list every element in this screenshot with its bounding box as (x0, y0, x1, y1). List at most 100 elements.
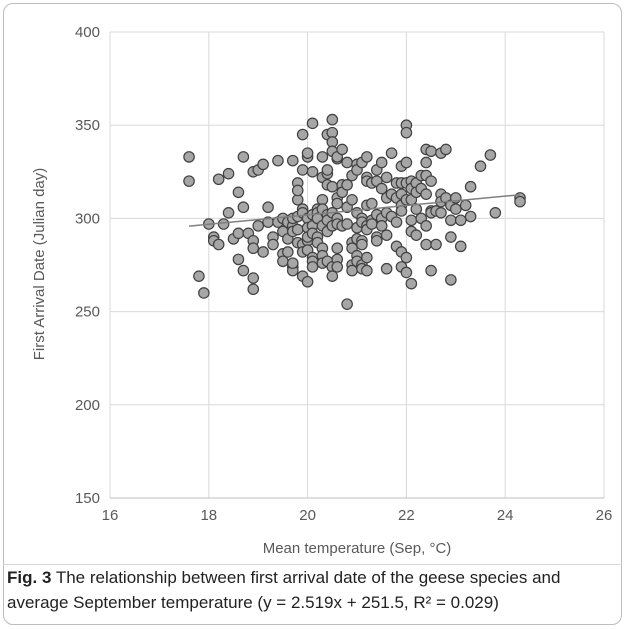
data-point-115 (331, 242, 344, 255)
y-tick-350: 350 (75, 117, 100, 134)
data-point-217 (425, 264, 437, 277)
x-tick-22: 22 (398, 507, 415, 524)
data-point-210 (420, 188, 432, 200)
data-point-60 (296, 164, 309, 176)
data-point-18 (237, 264, 250, 277)
y-tick-300: 300 (75, 210, 100, 227)
data-point-188 (400, 126, 413, 139)
data-point-41 (282, 246, 294, 258)
data-point-25 (252, 220, 265, 232)
data-point-123 (341, 179, 353, 191)
data-point-32 (267, 238, 279, 251)
data-point-184 (395, 205, 408, 217)
data-point-158 (366, 218, 378, 230)
data-point-128 (346, 193, 358, 206)
data-point-154 (361, 264, 373, 277)
data-point-237 (474, 160, 487, 173)
data-point-2 (193, 270, 205, 282)
data-point-53 (291, 223, 304, 236)
data-point-212 (420, 238, 432, 251)
data-point-17 (237, 201, 250, 214)
data-point-189 (400, 156, 413, 169)
data-point-229 (445, 274, 457, 286)
data-point-171 (380, 229, 393, 241)
data-point-13 (232, 253, 245, 266)
data-point-10 (222, 207, 235, 219)
data-point-227 (445, 214, 457, 227)
data-point-224 (440, 143, 452, 156)
data-point-219 (430, 238, 442, 251)
data-point-33 (272, 154, 284, 167)
data-point-0 (183, 151, 195, 163)
data-point-118 (336, 143, 348, 156)
caption-divider (3, 564, 622, 565)
data-point-122 (341, 156, 353, 169)
data-point-23 (247, 272, 260, 284)
data-point-21 (247, 242, 260, 255)
data-point-104 (326, 180, 339, 193)
data-point-168 (380, 171, 393, 184)
data-point-232 (454, 214, 467, 227)
data-point-61 (296, 128, 309, 141)
data-point-153 (361, 251, 373, 264)
data-point-203 (410, 229, 423, 241)
figure-caption: Fig. 3 The relationship between first ar… (7, 565, 619, 615)
x-tick-18: 18 (200, 507, 217, 524)
tick-labels: 150 200 250 300 350 400 16 18 20 22 24 26 (75, 24, 612, 524)
y-tick-200: 200 (75, 397, 100, 414)
data-point-132 (346, 264, 358, 277)
data-point-235 (464, 180, 477, 193)
data-point-54 (291, 184, 304, 197)
data-point-70 (306, 117, 319, 130)
data-point-231 (449, 203, 462, 215)
data-point-241 (514, 195, 526, 208)
y-tick-150: 150 (75, 490, 100, 507)
data-point-108 (326, 270, 339, 282)
x-tick-26: 26 (596, 507, 613, 524)
data-point-233 (454, 240, 467, 253)
data-point-197 (405, 214, 418, 227)
data-point-22 (247, 283, 260, 296)
trendline (188, 193, 521, 227)
data-point-15 (232, 186, 245, 199)
data-point-228 (445, 231, 457, 243)
data-point-214 (425, 175, 437, 187)
data-point-165 (375, 182, 388, 195)
data-point-37 (277, 255, 289, 268)
data-point-211 (420, 220, 432, 232)
data-point-213 (425, 145, 437, 158)
data-point-7 (212, 173, 225, 186)
data-point-156 (366, 197, 378, 210)
data-point-178 (390, 216, 403, 228)
data-point-47 (286, 257, 299, 269)
data-point-144 (356, 238, 368, 251)
data-point-173 (385, 147, 398, 159)
y-tick-400: 400 (75, 24, 100, 41)
data-point-239 (489, 207, 502, 219)
data-point-8 (212, 238, 225, 251)
data-point-147 (361, 151, 373, 163)
data-point-27 (257, 246, 269, 258)
x-tick-24: 24 (497, 507, 514, 524)
data-point-1 (183, 175, 195, 187)
data-point-69 (301, 275, 314, 288)
figure-frame (3, 3, 622, 625)
data-point-172 (380, 262, 393, 275)
data-point-3 (198, 287, 210, 299)
y-tick-250: 250 (75, 304, 100, 321)
data-point-208 (420, 156, 432, 169)
data-point-48 (286, 154, 299, 167)
data-point-94 (321, 164, 334, 176)
data-point-16 (237, 151, 250, 163)
data-point-199 (405, 277, 418, 290)
x-tick-20: 20 (299, 507, 316, 524)
data-points (183, 113, 526, 310)
data-point-14 (232, 227, 245, 240)
data-point-125 (341, 218, 353, 230)
data-point-30 (262, 201, 274, 214)
data-point-222 (435, 207, 447, 219)
data-point-234 (459, 199, 472, 212)
data-point-238 (484, 149, 497, 161)
data-point-112 (331, 197, 344, 210)
caption-text: The relationship between first arrival d… (7, 568, 561, 612)
